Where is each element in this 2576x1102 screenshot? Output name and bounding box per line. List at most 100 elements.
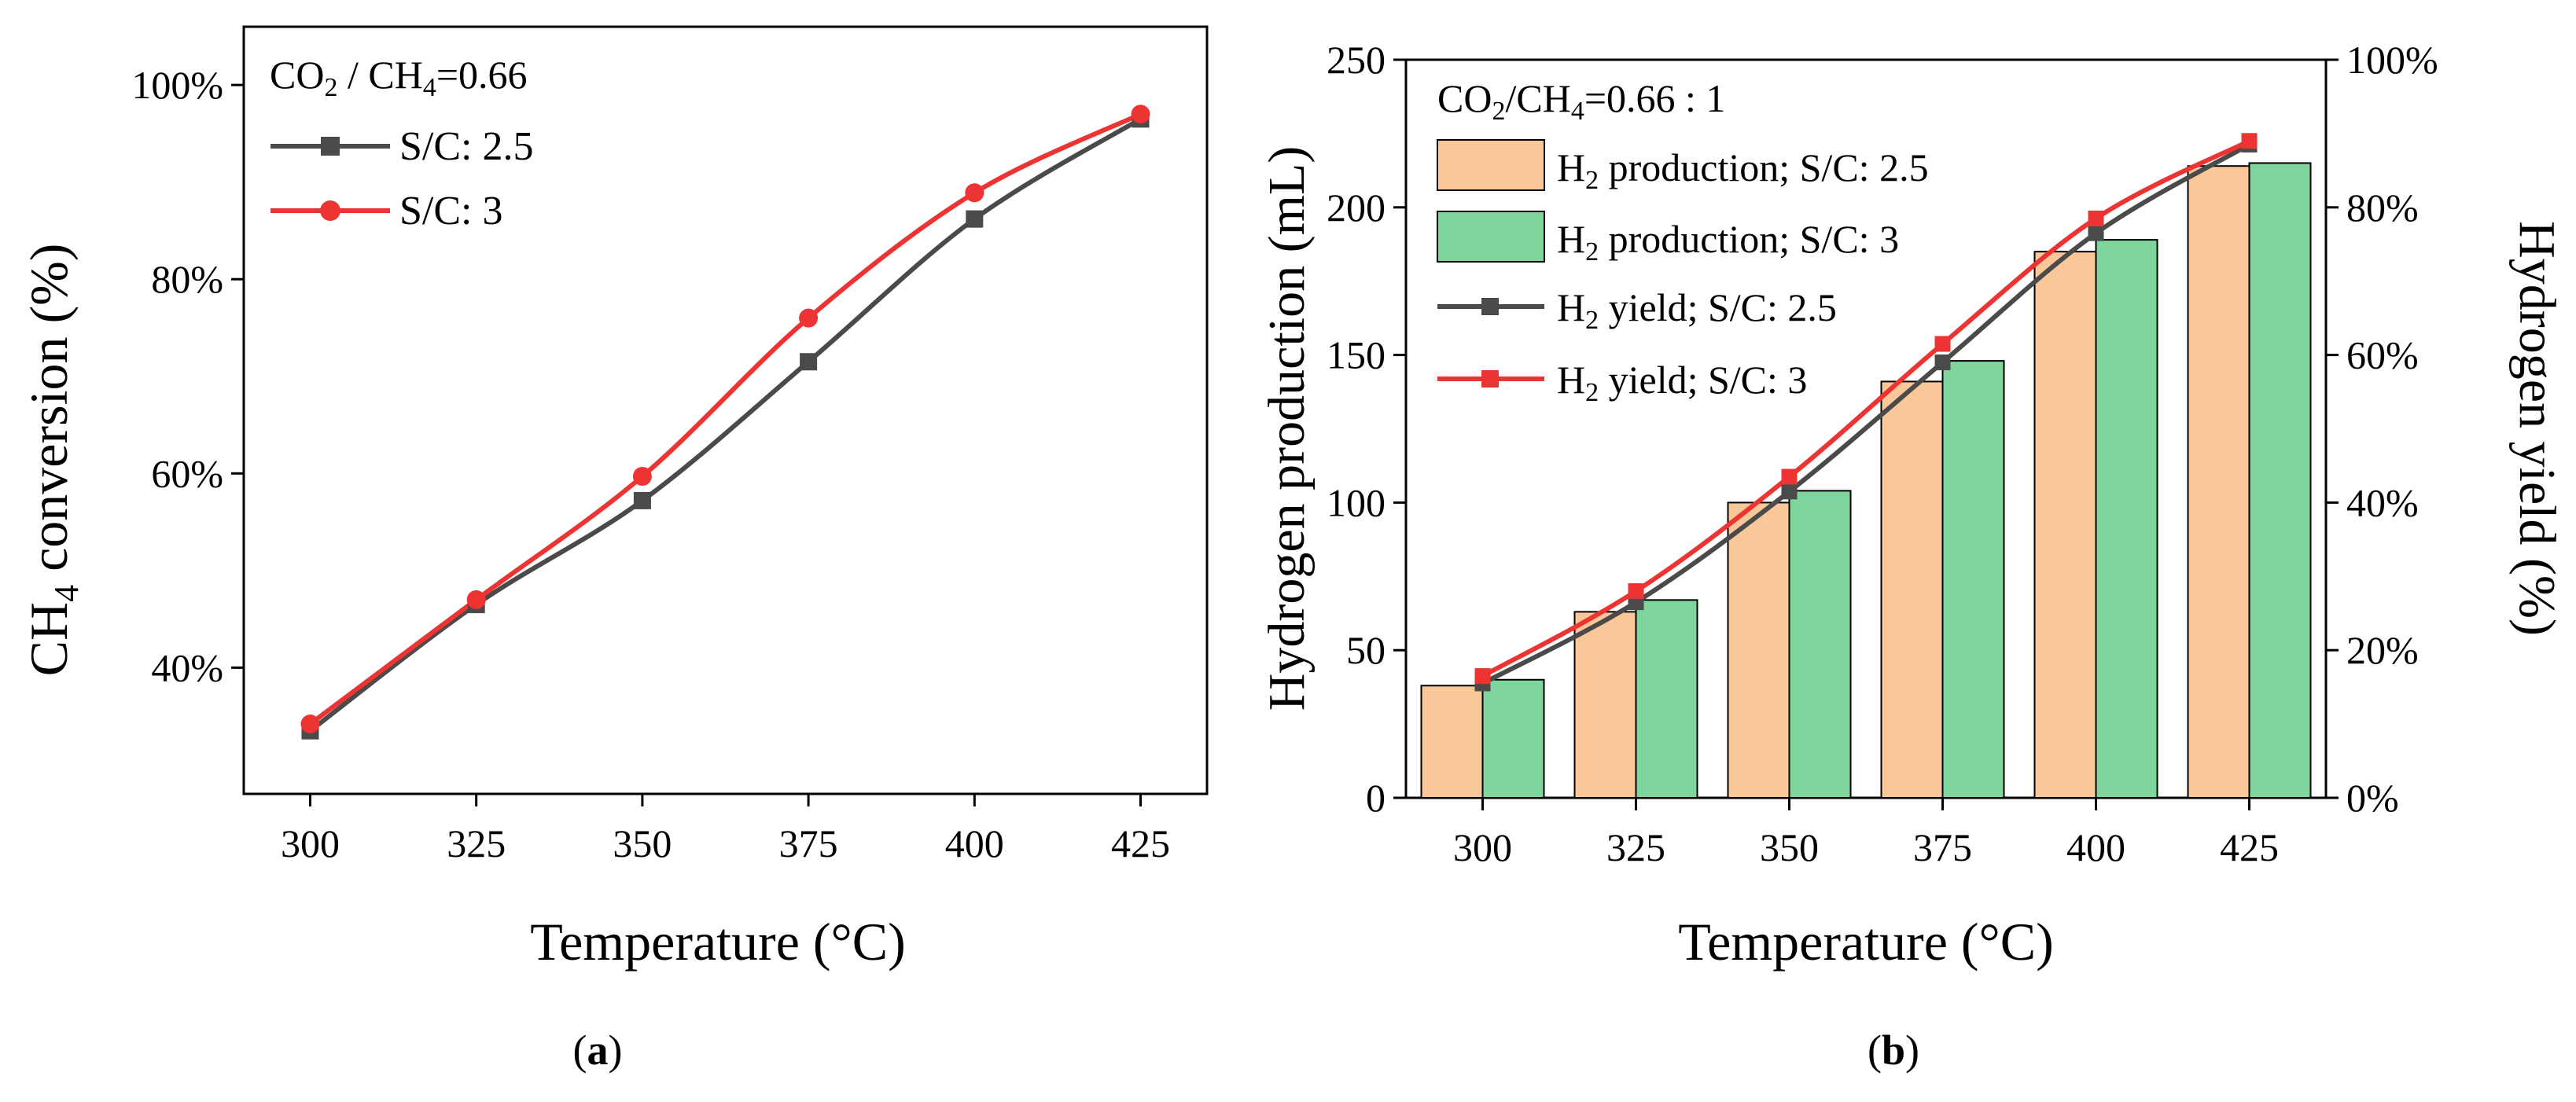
chart-b-bar-h2-production-s-c-2-5	[1880, 380, 1944, 799]
chart-b-y-tick-label: 100	[1327, 480, 1386, 524]
chart-a-legend: S/C: 2.5 S/C: 3	[270, 124, 534, 233]
chart-a-annotation: CO2 / CH4=0.66	[270, 53, 528, 102]
chart-a-y-axis-title: CH4 conversion (%)	[19, 244, 86, 677]
legend-label-h2-yield-s-c-2-5: H2 yield; S/C: 2.5	[1557, 285, 1837, 335]
chart-b-bar-h2-production-s-c-2-5	[1727, 501, 1790, 799]
panel-label-b: (b)	[1868, 1027, 1919, 1074]
chart-a-point-s-c-3	[300, 714, 320, 734]
chart-b-y-tick-label: 150	[1327, 333, 1386, 377]
chart-b-x-tick-label: 400	[2066, 825, 2125, 869]
chart-b-bar-h2-production-s-c-3	[1941, 360, 2005, 799]
chart-b-bar-h2-production-s-c-3	[1481, 678, 1545, 799]
legend-item-s-c-2-5: S/C: 2.5	[270, 124, 534, 169]
chart-b-ticks: 300 325 350 375 400 425 0 50 100 150 200 250 0% 20% 40…	[1327, 38, 2438, 869]
chart-a-point-s-c-3	[466, 590, 486, 609]
legend-label-h2-yield-s-c-3: H2 yield; S/C: 3	[1557, 358, 1807, 407]
legend-marker-s-c-2-5	[321, 137, 340, 156]
chart-b-y-axis-title: Hydrogen production (mL)	[1258, 146, 1316, 711]
chart-b-point-h2-yield-s-c-3	[2088, 210, 2104, 226]
legend-swatch-h2-production-s-c-3	[1437, 211, 1545, 263]
chart-b-x-tick-label: 300	[1453, 825, 1512, 869]
chart-b-x-tick-label: 325	[1606, 825, 1665, 869]
chart-a-point-s-c-2-5	[966, 210, 984, 228]
chart-a-line-s-c-2-5	[308, 116, 1143, 733]
legend-item-h2-yield-s-c-3: H2 yield; S/C: 3	[1437, 358, 1807, 407]
chart-b-plot-frame	[1404, 58, 2328, 799]
legend-label-s-c-3: S/C: 3	[399, 189, 503, 233]
chart-a-point-s-c-2-5	[800, 353, 818, 371]
chart-a-y-tick-label: 60%	[151, 451, 223, 495]
chart-a-ticks: 300 325 350 375 400 425 40% 60% 80% 100%	[131, 63, 1170, 865]
chart-b-series-lines	[1481, 138, 2251, 686]
chart-a-point-s-c-2-5	[633, 491, 651, 509]
chart-b-bar-h2-production-s-c-3	[2248, 162, 2312, 799]
chart-b-point-h2-yield-s-c-3	[1474, 668, 1491, 685]
chart-b-y2-tick-label: 100%	[2346, 38, 2438, 82]
chart-b-bar-h2-production-s-c-2-5	[2033, 251, 2097, 799]
chart-b-legend: H2 production; S/C: 2.5 H2 production; S…	[1437, 139, 1929, 407]
chart-b-point-h2-yield-s-c-3	[1781, 468, 1798, 485]
chart-b-point-h2-yield-s-c-2-5	[2088, 225, 2104, 241]
chart-b-x-tick-label: 375	[1913, 825, 1972, 869]
chart-a-x-tick-label: 350	[613, 821, 672, 865]
chart-a-x-axis-title: Temperature (°C)	[530, 912, 905, 972]
chart-b-bar-h2-production-s-c-2-5	[2187, 165, 2250, 799]
chart-b-annotation: CO2/CH4=0.66 : 1	[1437, 76, 1725, 126]
chart-a-y-tick-label: 80%	[151, 257, 223, 301]
chart-b-bars	[1420, 162, 2312, 799]
chart-b-y-tick-label: 200	[1327, 186, 1386, 230]
chart-b-y-tick-label: 0	[1366, 776, 1386, 820]
chart-b-bar-h2-production-s-c-3	[1635, 599, 1698, 799]
chart-a-x-tick-label: 375	[779, 821, 838, 865]
legend-item-s-c-3: S/C: 3	[270, 189, 503, 233]
chart-b-point-h2-yield-s-c-3	[2241, 133, 2258, 149]
chart-b-y2-tick-label: 60%	[2346, 333, 2419, 377]
chart-a: 300 325 350 375 400 425 40% 60% 80% 100% CO2 / CH…	[19, 25, 1209, 1074]
chart-b-bar-h2-production-s-c-2-5	[1420, 685, 1484, 799]
chart-b-y-tick-label: 50	[1346, 628, 1386, 672]
chart-a-x-tick-label: 300	[281, 821, 340, 865]
legend-label-h2-production-s-c-2-5: H2 production; S/C: 2.5	[1557, 145, 1929, 195]
chart-a-point-s-c-3	[965, 183, 984, 203]
chart-b-bar-h2-production-s-c-2-5	[1573, 611, 1637, 799]
chart-b-y-tick-label: 250	[1327, 38, 1386, 82]
chart-b-point-h2-yield-s-c-2-5	[1781, 483, 1798, 500]
chart-a-x-tick-label: 325	[447, 821, 506, 865]
chart-b-y2-tick-label: 0%	[2346, 776, 2399, 820]
chart-b-markers	[1474, 133, 2258, 692]
chart-b-line-h2-yield-s-c-3	[1481, 138, 2250, 678]
legend-item-h2-production-s-c-3: H2 production; S/C: 3	[1437, 211, 1899, 266]
chart-b: 300 325 350 375 400 425 0 50 100 150 200 250 0% 20% 40…	[1258, 38, 2566, 1074]
chart-b-x-tick-label: 350	[1760, 825, 1819, 869]
chart-a-series-lines	[308, 112, 1143, 733]
chart-a-point-s-c-3	[1131, 105, 1150, 124]
chart-a-x-tick-label: 425	[1111, 821, 1170, 865]
chart-b-line-h2-yield-s-c-2-5	[1481, 142, 2251, 686]
chart-b-y2-axis-title: Hydrogen yield (%)	[2508, 221, 2566, 636]
chart-a-y-tick-label: 40%	[151, 645, 223, 689]
legend-item-h2-production-s-c-2-5: H2 production; S/C: 2.5	[1437, 139, 1929, 195]
chart-b-y2-tick-label: 20%	[2346, 628, 2419, 672]
chart-b-y2-tick-label: 40%	[2346, 480, 2419, 524]
chart-a-line-s-c-3	[308, 112, 1142, 726]
chart-b-x-tick-label: 425	[2220, 825, 2279, 869]
chart-b-y2-tick-label: 80%	[2346, 186, 2419, 230]
legend-swatch-h2-production-s-c-2-5	[1437, 139, 1545, 191]
legend-label-h2-production-s-c-3: H2 production; S/C: 3	[1557, 217, 1899, 266]
chart-a-x-tick-label: 400	[945, 821, 1004, 865]
chart-a-markers	[300, 105, 1150, 740]
chart-b-bar-h2-production-s-c-3	[2095, 239, 2158, 799]
legend-item-h2-yield-s-c-2-5: H2 yield; S/C: 2.5	[1437, 285, 1837, 335]
chart-a-y-tick-label: 100%	[131, 63, 223, 107]
legend-marker-h2-yield-s-c-3	[1481, 370, 1499, 388]
legend-marker-h2-yield-s-c-2-5	[1481, 298, 1499, 315]
chart-a-plot-frame	[242, 25, 1209, 795]
legend-label-s-c-2-5: S/C: 2.5	[399, 124, 534, 169]
chart-b-point-h2-yield-s-c-3	[1628, 583, 1644, 600]
chart-b-bar-h2-production-s-c-3	[1788, 490, 1852, 799]
panel-label-a: (a)	[573, 1027, 623, 1074]
chart-b-point-h2-yield-s-c-2-5	[1934, 354, 1951, 370]
chart-a-point-s-c-3	[632, 467, 652, 487]
chart-b-point-h2-yield-s-c-3	[1934, 336, 1951, 352]
